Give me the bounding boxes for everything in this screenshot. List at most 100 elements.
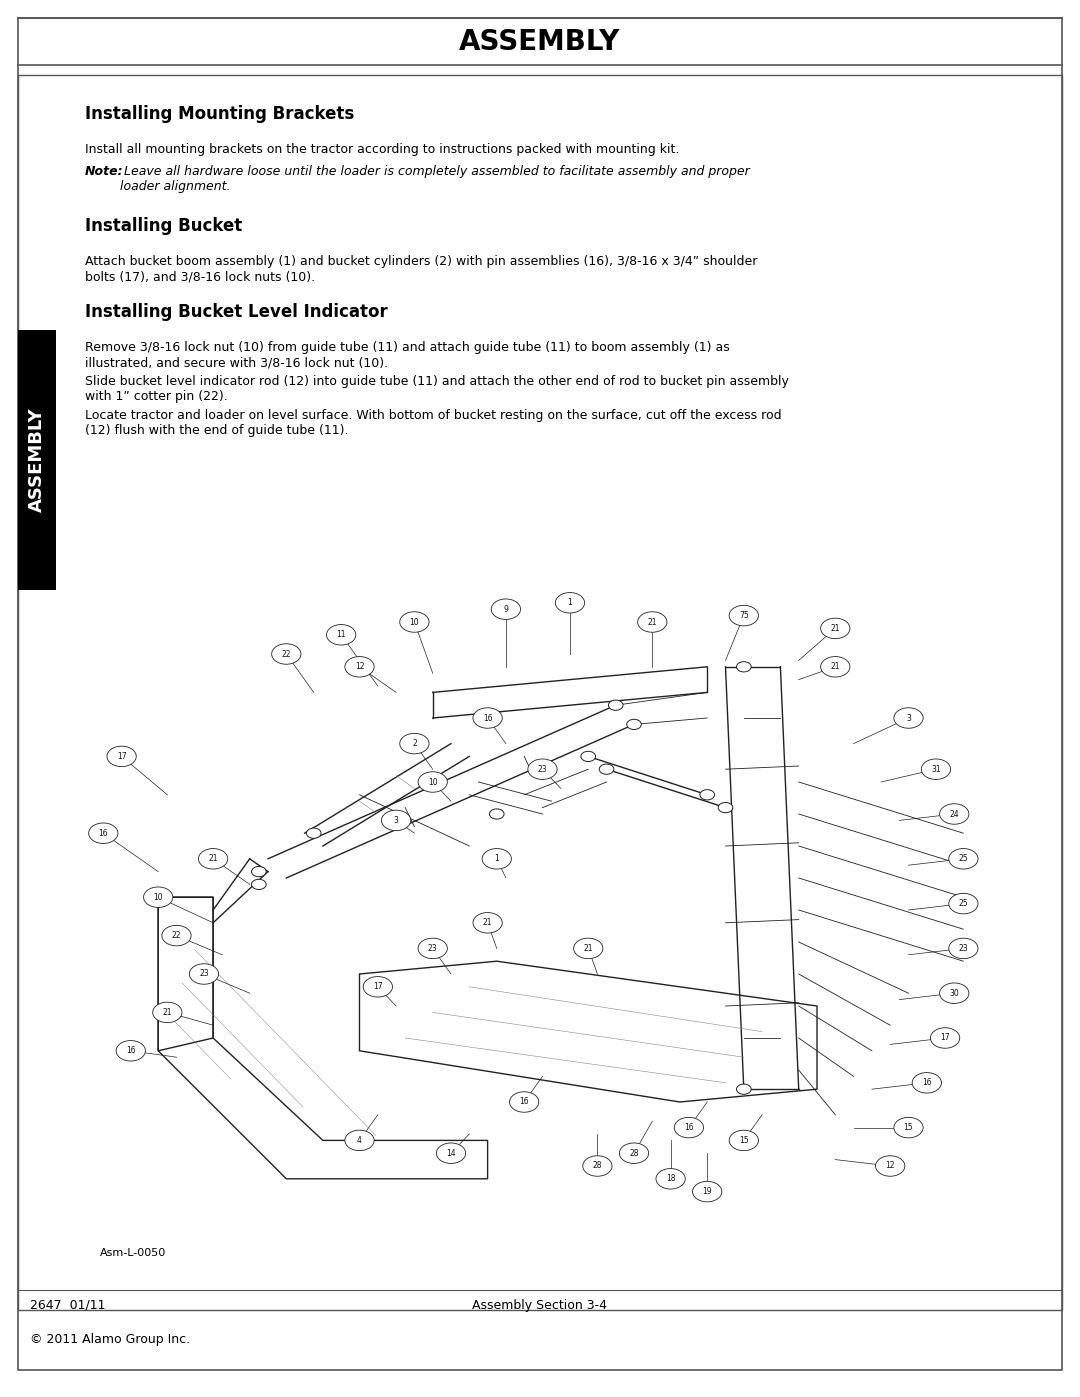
Text: 2: 2 xyxy=(413,739,417,749)
Text: 11: 11 xyxy=(337,630,346,640)
Circle shape xyxy=(573,939,603,958)
Circle shape xyxy=(700,789,715,800)
Circle shape xyxy=(674,1118,703,1137)
Circle shape xyxy=(117,1041,146,1062)
Text: 16: 16 xyxy=(519,1098,529,1106)
Circle shape xyxy=(940,983,969,1003)
Text: 1: 1 xyxy=(568,598,572,608)
Circle shape xyxy=(363,977,392,997)
Text: © 2011 Alamo Group Inc.: © 2011 Alamo Group Inc. xyxy=(30,1334,190,1347)
Text: 28: 28 xyxy=(630,1148,638,1158)
Text: 16: 16 xyxy=(98,828,108,838)
Circle shape xyxy=(940,803,969,824)
Text: Locate tractor and loader on level surface. With bottom of bucket resting on the: Locate tractor and loader on level surfa… xyxy=(85,409,782,437)
Circle shape xyxy=(821,657,850,678)
Text: 16: 16 xyxy=(483,714,492,722)
Circle shape xyxy=(152,1002,183,1023)
Text: 16: 16 xyxy=(684,1123,693,1132)
Circle shape xyxy=(510,1092,539,1112)
Bar xyxy=(18,75,1062,1310)
Circle shape xyxy=(418,771,447,792)
Text: 25: 25 xyxy=(959,900,968,908)
Circle shape xyxy=(656,1168,685,1189)
Circle shape xyxy=(948,893,978,914)
Text: 17: 17 xyxy=(941,1034,950,1042)
Text: 22: 22 xyxy=(282,650,291,658)
Circle shape xyxy=(581,752,595,761)
Text: Installing Bucket Level Indicator: Installing Bucket Level Indicator xyxy=(85,303,388,321)
Circle shape xyxy=(89,823,118,844)
Circle shape xyxy=(583,1155,612,1176)
Text: 9: 9 xyxy=(503,605,509,613)
Text: 23: 23 xyxy=(428,944,437,953)
Circle shape xyxy=(692,1182,721,1201)
Text: 3: 3 xyxy=(394,816,399,824)
Text: 25: 25 xyxy=(959,855,968,863)
Text: 18: 18 xyxy=(666,1175,675,1183)
Circle shape xyxy=(555,592,584,613)
Text: 10: 10 xyxy=(409,617,419,626)
Circle shape xyxy=(189,964,218,985)
Circle shape xyxy=(619,1143,649,1164)
Text: 16: 16 xyxy=(126,1046,136,1055)
Text: 21: 21 xyxy=(831,662,840,672)
Text: 21: 21 xyxy=(831,624,840,633)
Text: 4: 4 xyxy=(357,1136,362,1146)
Circle shape xyxy=(199,848,228,869)
Text: Attach bucket boom assembly (1) and bucket cylinders (2) with pin assemblies (16: Attach bucket boom assembly (1) and buck… xyxy=(85,256,757,284)
Circle shape xyxy=(491,599,521,619)
Text: 2647  01/11: 2647 01/11 xyxy=(30,1298,106,1312)
Bar xyxy=(18,330,56,590)
Circle shape xyxy=(345,1130,374,1151)
Text: 21: 21 xyxy=(583,944,593,953)
Text: 1: 1 xyxy=(495,855,499,863)
Circle shape xyxy=(737,1084,751,1094)
Text: 23: 23 xyxy=(538,764,548,774)
Text: 10: 10 xyxy=(428,778,437,787)
Text: 19: 19 xyxy=(702,1187,712,1196)
Text: 10: 10 xyxy=(153,893,163,901)
Circle shape xyxy=(252,879,266,890)
Circle shape xyxy=(473,912,502,933)
Circle shape xyxy=(626,719,642,729)
Circle shape xyxy=(489,809,504,819)
Text: 23: 23 xyxy=(959,944,968,953)
Text: 12: 12 xyxy=(886,1161,895,1171)
Text: 21: 21 xyxy=(648,617,657,626)
Text: 28: 28 xyxy=(593,1161,603,1171)
Circle shape xyxy=(894,1118,923,1137)
Circle shape xyxy=(948,939,978,958)
Text: 22: 22 xyxy=(172,930,181,940)
Circle shape xyxy=(528,759,557,780)
Text: 14: 14 xyxy=(446,1148,456,1158)
Circle shape xyxy=(948,848,978,869)
Circle shape xyxy=(381,810,410,831)
Text: Install all mounting brackets on the tractor according to instructions packed wi: Install all mounting brackets on the tra… xyxy=(85,142,679,156)
Text: 21: 21 xyxy=(483,918,492,928)
Circle shape xyxy=(272,644,301,664)
Circle shape xyxy=(913,1073,942,1092)
Text: 30: 30 xyxy=(949,989,959,997)
Text: Leave all hardware loose until the loader is completely assembled to facilitate : Leave all hardware loose until the loade… xyxy=(120,165,750,193)
Text: Slide bucket level indicator rod (12) into guide tube (11) and attach the other : Slide bucket level indicator rod (12) in… xyxy=(85,374,788,402)
Circle shape xyxy=(107,746,136,767)
Text: Installing Mounting Brackets: Installing Mounting Brackets xyxy=(85,105,354,123)
Text: ASSEMBLY: ASSEMBLY xyxy=(459,28,621,56)
Circle shape xyxy=(718,802,733,813)
Circle shape xyxy=(162,925,191,946)
Text: 16: 16 xyxy=(922,1078,932,1087)
Text: 12: 12 xyxy=(354,662,364,672)
Text: 17: 17 xyxy=(373,982,382,992)
Circle shape xyxy=(144,887,173,908)
Text: 75: 75 xyxy=(739,610,748,620)
Circle shape xyxy=(418,939,447,958)
Text: ASSEMBLY: ASSEMBLY xyxy=(28,408,46,513)
Circle shape xyxy=(326,624,355,645)
Text: 24: 24 xyxy=(949,809,959,819)
Circle shape xyxy=(252,866,266,877)
Circle shape xyxy=(876,1155,905,1176)
Circle shape xyxy=(436,1143,465,1164)
Circle shape xyxy=(482,848,512,869)
Circle shape xyxy=(931,1028,960,1048)
Circle shape xyxy=(921,759,950,780)
